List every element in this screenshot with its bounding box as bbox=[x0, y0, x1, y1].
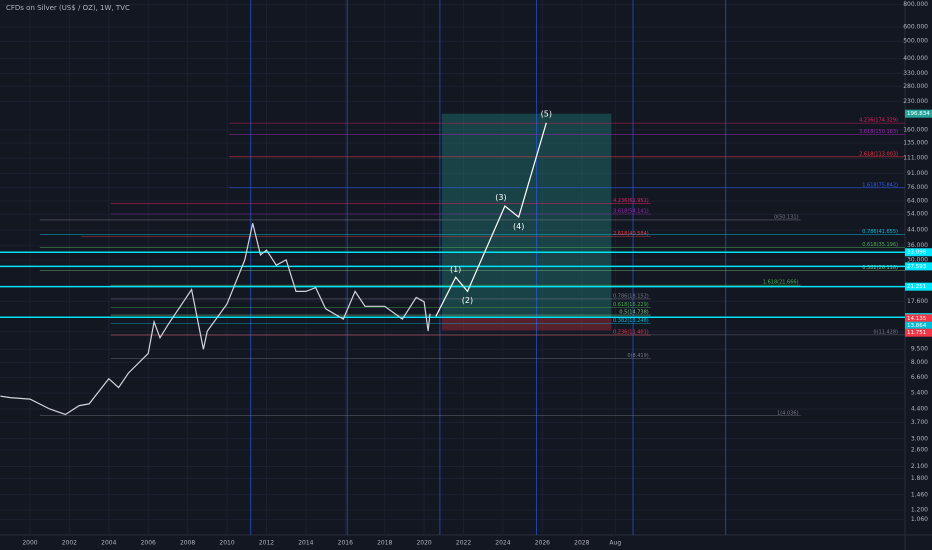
fib-label: 1.618(75.842) bbox=[862, 182, 898, 188]
x-tick-label: 2024 bbox=[495, 540, 510, 547]
x-tick-label: 2020 bbox=[416, 540, 431, 547]
price-tag bbox=[905, 262, 932, 271]
y-tick-label: 4.400 bbox=[911, 406, 928, 413]
y-tick-label: 600.000 bbox=[903, 24, 928, 31]
price-line bbox=[0, 223, 431, 416]
price-tag bbox=[905, 109, 932, 118]
fib-label: 0.382(26.118) bbox=[862, 265, 898, 271]
fib-label: 0(8.419) bbox=[627, 353, 648, 359]
price-tag bbox=[905, 248, 932, 257]
price-tag-label: 11.751 bbox=[907, 330, 926, 336]
price-tag bbox=[905, 314, 932, 323]
y-tick-label: 2.100 bbox=[911, 463, 928, 470]
fib-label: 2.618(113.003) bbox=[859, 151, 898, 157]
fib-label: 0(50.131) bbox=[774, 214, 799, 220]
wave-label: (4) bbox=[513, 222, 524, 231]
wave-label: (5) bbox=[541, 110, 552, 119]
price-tag-label: 14.135 bbox=[907, 316, 927, 322]
y-tick-label: 9.500 bbox=[911, 346, 928, 353]
wave-label: (3) bbox=[495, 193, 506, 202]
price-tag bbox=[905, 328, 932, 337]
y-tick-label: 1.800 bbox=[911, 475, 928, 482]
price-tag-label: 21.251 bbox=[907, 284, 926, 290]
price-tag-label: 13.864 bbox=[907, 323, 927, 329]
x-tick-label: 2002 bbox=[62, 540, 77, 547]
price-line bbox=[435, 122, 547, 317]
fib-label: 0.618(35.196) bbox=[862, 242, 898, 248]
y-tick-label: 3.700 bbox=[911, 419, 928, 426]
x-tick-label: 2004 bbox=[101, 540, 116, 547]
x-tick-label: 2008 bbox=[180, 540, 195, 547]
y-tick-label: 76.000 bbox=[907, 184, 928, 191]
y-tick-label: 400.000 bbox=[903, 55, 928, 62]
y-tick-label: 91.000 bbox=[907, 170, 928, 177]
fib-label: 3.618(54.141) bbox=[613, 208, 649, 214]
y-tick-label: 30.000 bbox=[907, 256, 928, 263]
x-tick-label: 2010 bbox=[219, 540, 234, 547]
x-tick-label: 2014 bbox=[298, 540, 313, 547]
fib-label: 0.5(14.738) bbox=[619, 310, 648, 316]
y-tick-label: 500.000 bbox=[903, 38, 928, 45]
wave-label: (1) bbox=[450, 265, 461, 274]
y-tick-label: 17.600 bbox=[907, 298, 928, 305]
x-tick-label: 2022 bbox=[456, 540, 471, 547]
fib-label: 0.382(13.248) bbox=[613, 318, 649, 324]
y-tick-label: 330.000 bbox=[903, 70, 928, 77]
y-tick-label: 160.000 bbox=[903, 126, 928, 133]
y-tick-label: 1.460 bbox=[911, 491, 928, 498]
y-tick-label: 1.060 bbox=[911, 516, 928, 523]
fib-label: 4.236(61.951) bbox=[613, 198, 649, 204]
x-tick-label: 2026 bbox=[535, 540, 550, 547]
y-tick-label: 800.000 bbox=[903, 1, 928, 8]
x-tick-label: 2006 bbox=[141, 540, 156, 547]
chart-title: CFDs on Silver (US$ / OZ), 1W, TVC bbox=[6, 4, 130, 12]
wave-label: (2) bbox=[462, 296, 473, 305]
y-tick-label: 36.000 bbox=[907, 242, 928, 249]
y-tick-label: 6.600 bbox=[911, 374, 928, 381]
fib-label: 1(4.036) bbox=[777, 410, 798, 416]
x-tick-label: 2018 bbox=[377, 540, 392, 547]
fib-label: 0.786(18.152) bbox=[613, 293, 649, 299]
fib-label: 0.618(16.229) bbox=[613, 302, 649, 308]
x-tick-label: 2000 bbox=[22, 540, 37, 547]
fib-label: 3.618(150.163) bbox=[859, 129, 898, 135]
y-tick-label: 54.000 bbox=[907, 211, 928, 218]
x-tick-label: 2028 bbox=[574, 540, 589, 547]
price-tag-label: 27.593 bbox=[907, 264, 927, 270]
y-tick-label: 135.000 bbox=[903, 139, 928, 146]
y-tick-label: 230.000 bbox=[903, 98, 928, 105]
y-tick-label: 44.000 bbox=[907, 227, 928, 234]
fib-label: 4.236(174.329) bbox=[859, 118, 898, 124]
fib-label: 1.618(21.666) bbox=[763, 280, 799, 286]
y-tick-label: 8.000 bbox=[911, 359, 928, 366]
x-tick-label: 2016 bbox=[338, 540, 353, 547]
price-tag bbox=[905, 282, 932, 291]
y-tick-label: 5.400 bbox=[911, 390, 928, 397]
fib-label: 2.618(40.584) bbox=[613, 231, 649, 237]
position-box bbox=[441, 113, 612, 317]
y-tick-label: 280.000 bbox=[903, 83, 928, 90]
price-tag-label: 196.834 bbox=[907, 111, 930, 117]
fib-label: 0.236(11.401) bbox=[613, 330, 649, 336]
y-tick-label: 3.000 bbox=[911, 435, 928, 442]
y-tick-label: 64.000 bbox=[907, 197, 928, 204]
fib-label: 0.786(41.655) bbox=[862, 229, 898, 235]
price-tag-label: 33.096 bbox=[907, 250, 927, 256]
y-tick-label: 1.200 bbox=[911, 507, 928, 514]
price-tag bbox=[905, 321, 932, 330]
x-tick-label: Aug bbox=[609, 540, 621, 547]
x-tick-label: 2012 bbox=[259, 540, 274, 547]
plot: 4.236(174.329) 3.618(150.163) 2.618(113.00… bbox=[0, 0, 905, 535]
y-tick-label: 111.000 bbox=[903, 155, 928, 162]
fib-label: 0(11.428) bbox=[873, 329, 898, 335]
y-tick-label: 2.600 bbox=[911, 446, 928, 453]
